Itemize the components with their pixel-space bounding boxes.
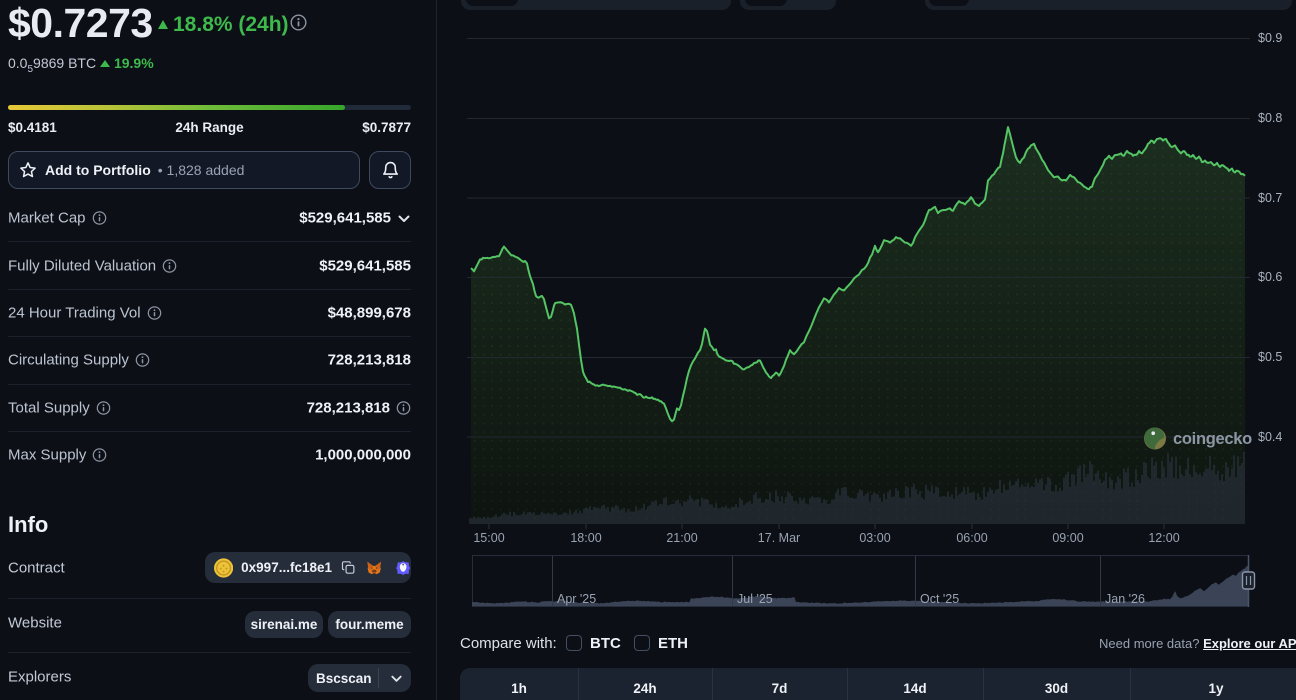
svg-text:coingecko: coingecko [1173, 430, 1252, 448]
